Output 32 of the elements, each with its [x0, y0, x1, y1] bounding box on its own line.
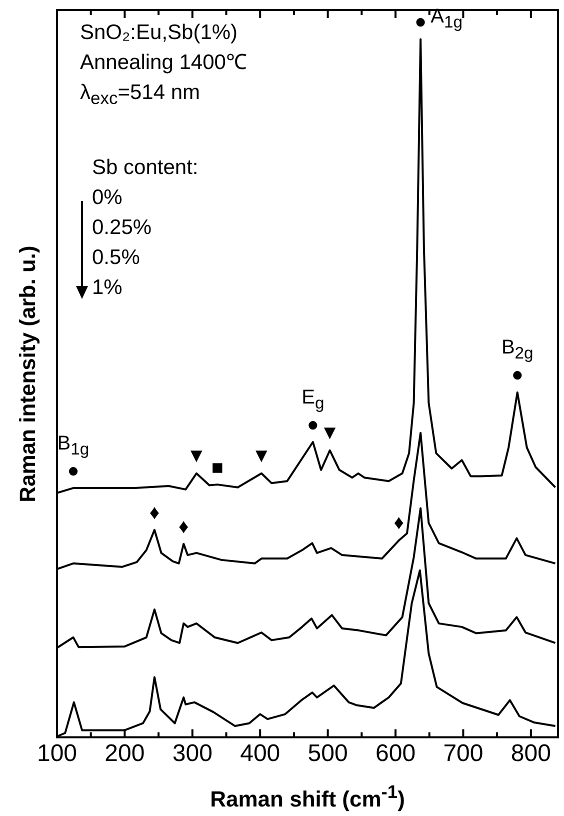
x-tick-label: 100 — [36, 740, 78, 768]
annotation: 1% — [91, 275, 124, 302]
annotation: B$_{1g}$ — [57, 432, 90, 459]
annotation: ● — [67, 460, 80, 482]
annotation: ♦ — [149, 502, 160, 524]
x-tick-label: 200 — [104, 740, 145, 768]
x-axis-title: Raman shift (cm$^{-1}$) — [210, 781, 405, 813]
x-tick-label: 800 — [510, 740, 551, 768]
y-axis-title: Raman intensity (arb. u.) — [15, 245, 41, 502]
x-tick-label: 400 — [240, 740, 280, 768]
annotation: Sb content: — [91, 155, 200, 182]
annotation: λ$_{exc}$=514 nm — [80, 80, 202, 110]
annotation: SnO₂:Eu,Sb(1%) — [80, 20, 239, 46]
annotation: ♦ — [178, 516, 189, 538]
annotation: ● — [414, 11, 427, 34]
annotation: ♦ — [394, 512, 404, 534]
annotation: E$_{g}$ — [302, 386, 324, 413]
annotation: B$_{2g}$ — [501, 337, 534, 364]
annotation: 0% — [91, 185, 124, 212]
x-tick-label: 300 — [172, 740, 212, 768]
x-tick-label: 700 — [443, 740, 484, 768]
annotation: ■ — [211, 456, 224, 479]
annotation: ▼ — [320, 422, 340, 444]
annotation: ▼ — [252, 445, 272, 468]
annotation: ● — [306, 414, 319, 436]
annotation: ▼ — [186, 445, 206, 468]
annotation: Annealing 1400℃ — [80, 50, 247, 76]
x-tick-label: 600 — [375, 740, 416, 768]
x-tick-label: 500 — [308, 740, 348, 768]
annotation: 0.25% — [91, 215, 153, 242]
annotation: ● — [511, 364, 524, 386]
annotation: 0.5% — [91, 245, 141, 272]
